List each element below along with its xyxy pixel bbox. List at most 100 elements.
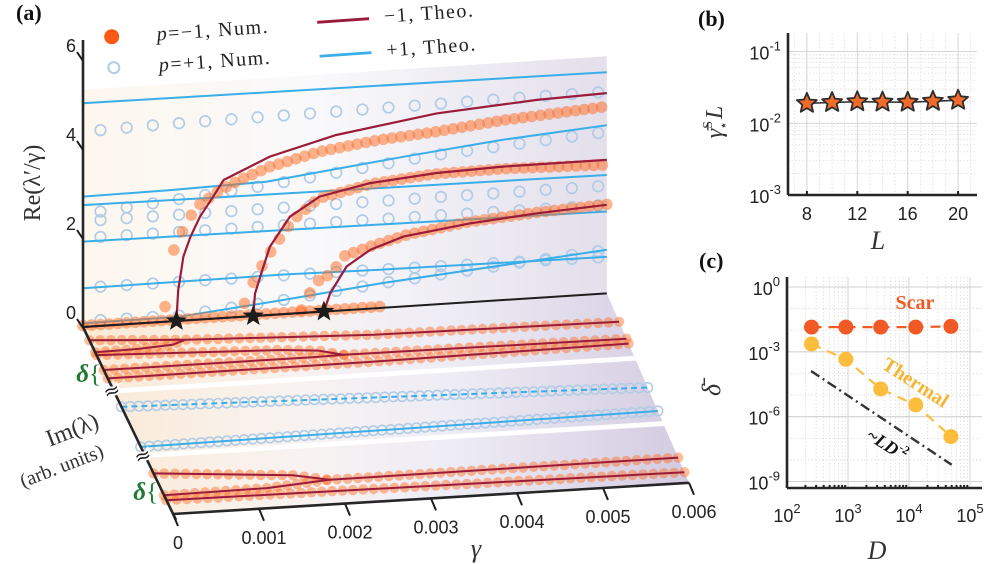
theory-line-p-minus [95,338,186,354]
data-point-p-minus-num [505,210,517,222]
data-point-p-plus-num [487,187,500,200]
theory-line-p-plus [121,386,648,408]
data-point-star [947,88,969,110]
data-point-p-minus-num [596,159,609,171]
data-point-p-minus-num [321,269,334,282]
data-point-p-plus-num [408,99,421,112]
data-point-p-minus-num [374,300,386,313]
data-point-p-plus-num [94,213,107,227]
tick-base: 10 [773,506,793,526]
x-tick-label: 103 [834,501,861,526]
data-point-p-minus-num [356,301,369,314]
data-point-p-plus-num [565,181,579,195]
y-tick-label: 2 [66,214,76,234]
x-tick-label: 0.002 [327,523,372,543]
data-point-p-plus-num [330,105,343,118]
data-point-p-minus-num [543,108,555,120]
x-tick-label: 0.005 [585,507,630,527]
data-point-p-minus-num [429,126,442,138]
data-point-p-minus-num [672,452,684,463]
data-point-star [922,89,944,111]
y-tick-label: 10-2 [749,110,781,135]
x-tick-mark [172,513,179,527]
data-point-p-plus-num [356,196,369,209]
y-title-sub: ⋆ [717,121,732,130]
data-point-p-plus-num [199,224,212,237]
x-tick-label: 0 [173,533,183,553]
x-tick-mark [344,503,351,516]
wall-baseline [82,292,607,328]
x-tick-label: 16 [898,204,918,224]
data-point-p-minus-num [351,138,363,150]
data-point-p-plus-num [303,171,317,184]
data-point-p-minus-num [408,227,421,239]
x-tick-label: 105 [956,501,983,526]
theory-line-p-plus [82,124,607,198]
exceptional-points [165,300,335,330]
data-point-p-plus-num [434,148,448,161]
data-point-p-plus-num [434,190,448,204]
data-point-p-minus-num [260,308,273,320]
data-point-p-minus-num [525,110,538,123]
data-point-p-minus-num [298,150,311,162]
tick-exponent: -3 [769,182,781,197]
y-tick-label: 0 [66,303,76,323]
data-point-p-plus-num [382,157,395,170]
data-point-star [871,90,894,112]
data-point-p-plus-num [519,386,531,398]
series-line-thermal [811,342,952,438]
y-tick-label: 4 [66,125,76,145]
tick-base: 10 [748,409,768,429]
data-point-p-minus-num [499,114,512,126]
data-point-p-plus-num [330,166,343,179]
data-point-p-plus-num [539,89,552,102]
floor-background [83,293,689,514]
data-point-p-minus-num [85,319,98,331]
data-point-p-plus-num [539,133,552,147]
annotation-reference-scaling: ~LD-2 [864,422,913,465]
data-point-p-plus-num [303,107,317,120]
legend-label-p-minus-theo: −1, Theo. [383,0,475,28]
data-point-star [821,91,843,112]
tick-base: 10 [753,279,773,299]
data-point-p-plus-num [356,161,369,175]
data-point-p-minus-num [112,317,124,330]
data-point-p-minus-num [147,315,159,328]
data-point-p-minus-num [316,145,329,157]
data-point-p-minus-num [448,166,460,179]
tick-base: 10 [749,115,769,135]
tick-exponent: 3 [854,501,861,516]
tick-base: 10 [748,474,768,494]
x-tick-mark [258,508,265,522]
data-point-p-minus-num [347,246,360,259]
tick-exponent: -2 [769,110,781,125]
data-point-p-minus-num [225,310,238,322]
data-point-p-minus-num [438,124,451,137]
data-point-p-plus-num [408,192,421,205]
data-point-p-minus-num [447,123,460,135]
tick-base: 10 [749,187,769,207]
data-point-p-minus-num [534,109,547,122]
data-point-p-minus-num [487,212,500,225]
data-point-p-minus-num [552,107,564,119]
legend-label-p-minus-num: p=−1, Num. [154,16,270,46]
data-point-scar [873,319,889,335]
data-point-thermal [943,429,959,445]
theory-line-p-plus [82,71,607,105]
data-point-p-minus-num [517,111,529,124]
data-point-p-minus-num [278,307,290,319]
data-point-p-plus-num [146,210,159,223]
y-tick-label: 100 [753,274,780,299]
tick-base: 10 [895,506,915,526]
data-point-p-minus-num [339,250,351,262]
data-point-p-minus-num [333,141,346,154]
data-point-p-plus-num [251,111,264,124]
x-tick-label: 0.004 [499,512,544,532]
data-point-p-minus-num [342,140,355,152]
data-point-thermal [873,381,889,397]
data-point-p-plus-num [379,391,391,403]
data-point-p-minus-num [368,135,381,147]
theory-line-p-minus [96,337,627,357]
data-point-p-minus-num [412,128,425,141]
